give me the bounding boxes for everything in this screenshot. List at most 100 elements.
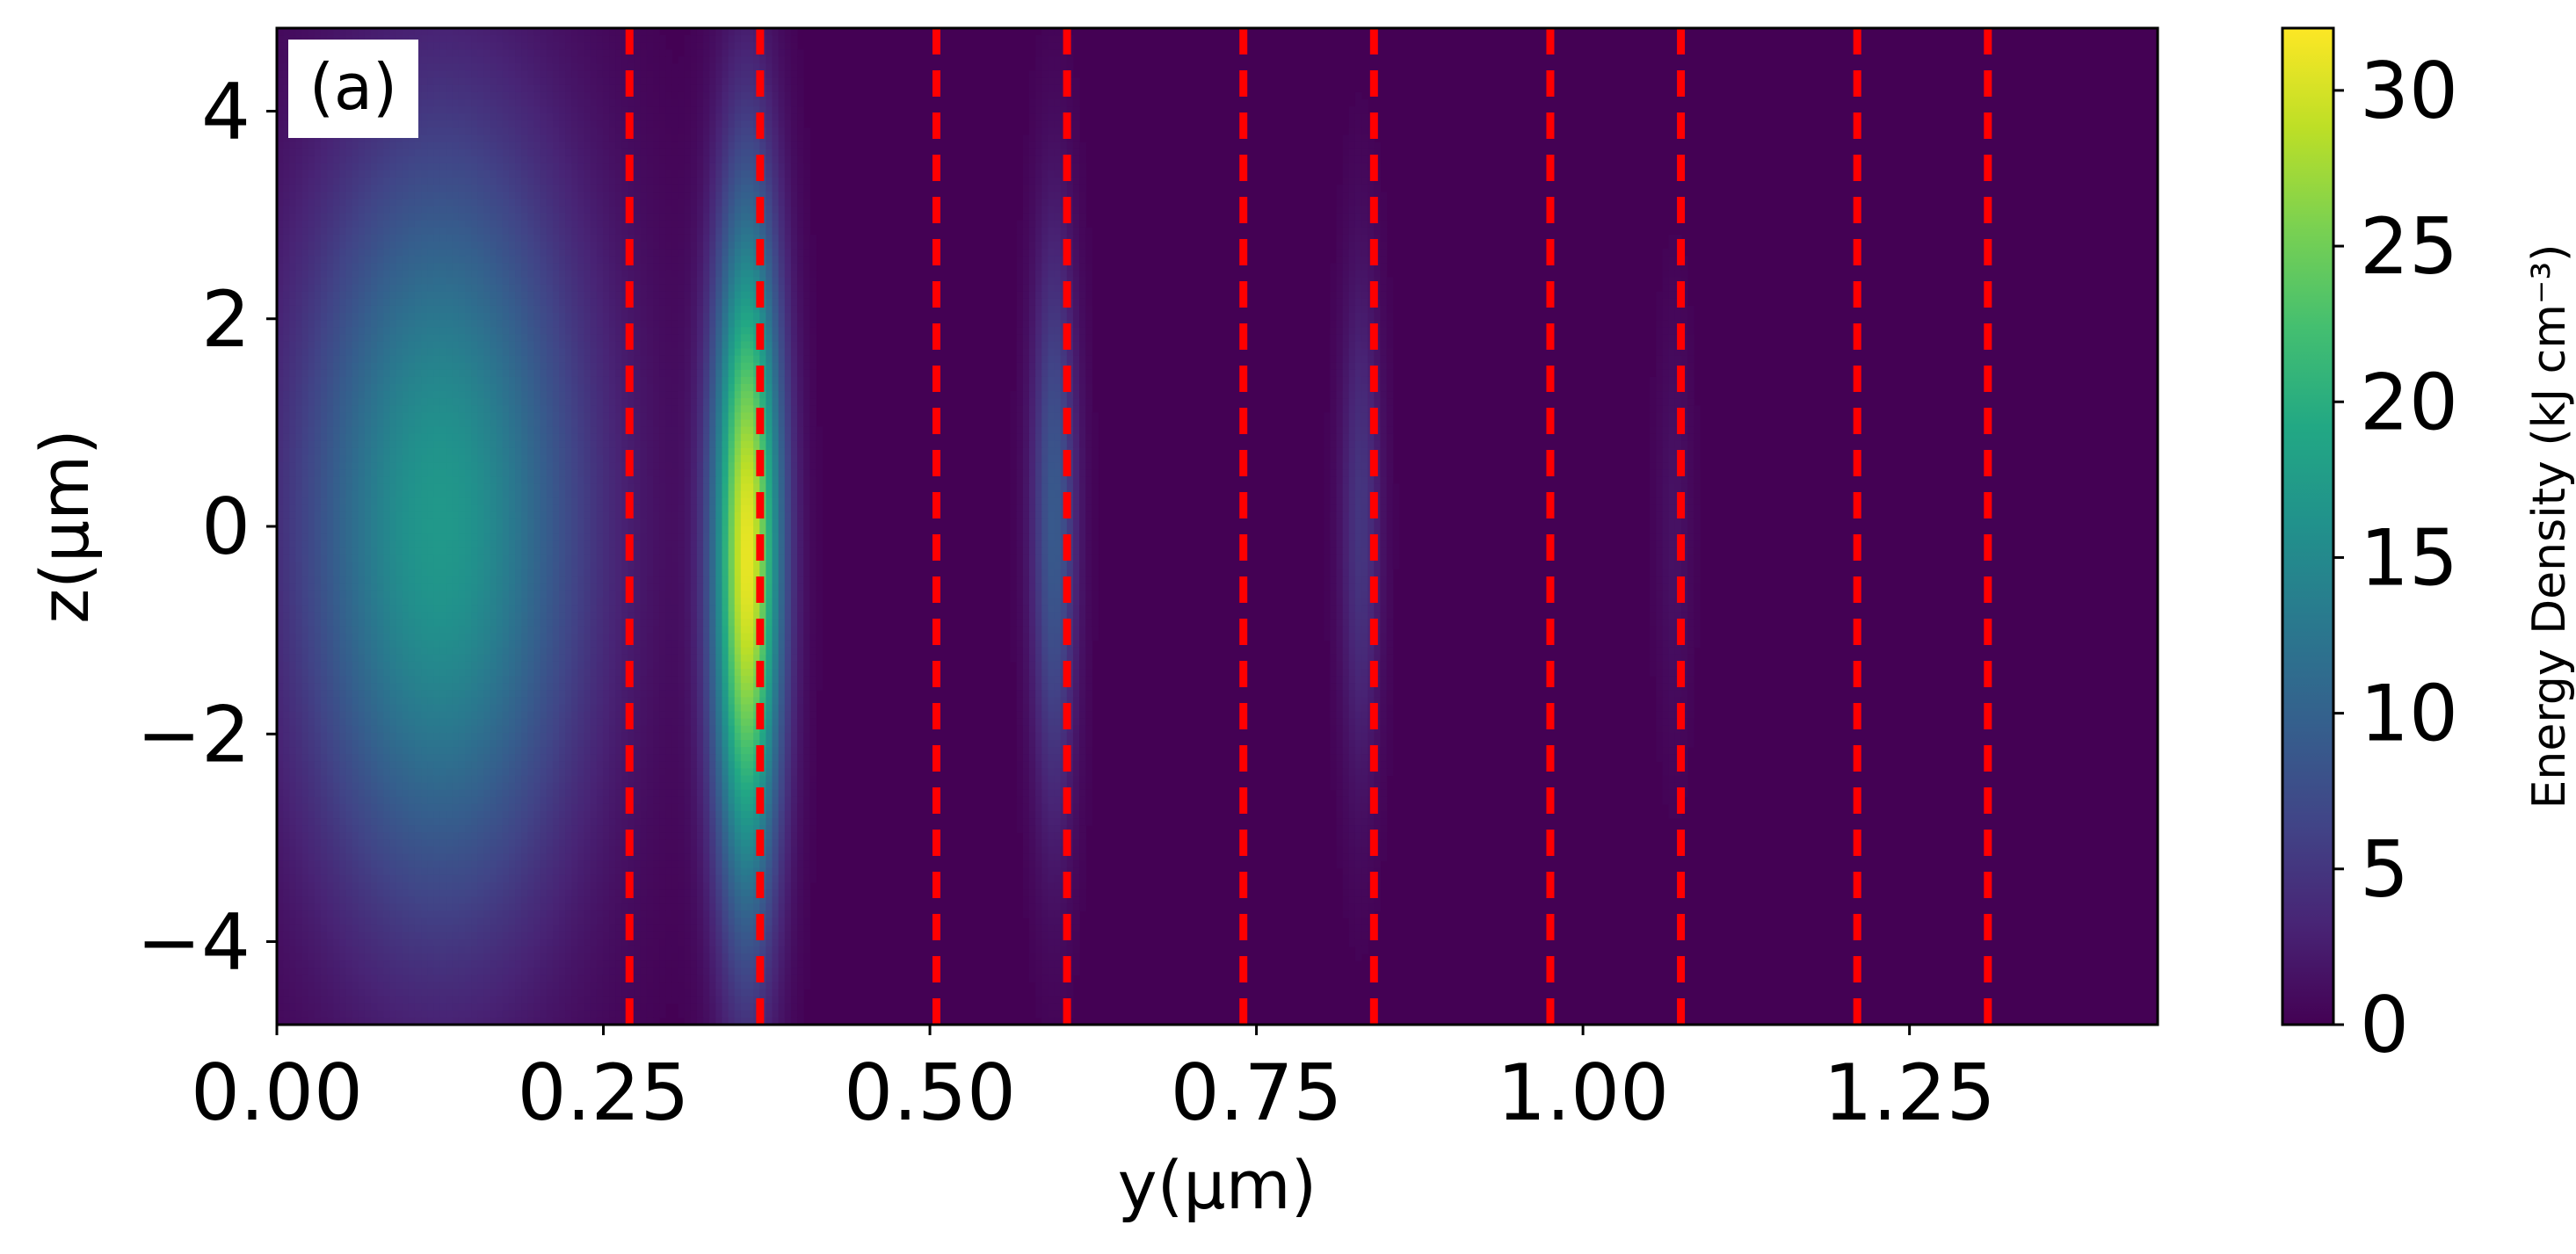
heatmap-cell: [402, 227, 410, 236]
heatmap-cell: [408, 284, 416, 293]
heatmap-cell: [308, 320, 316, 328]
heatmap-cell: [333, 284, 340, 293]
heatmap-cell: [327, 163, 334, 171]
heatmap-cell: [452, 263, 460, 271]
heatmap-cell: [433, 234, 441, 243]
heatmap-cell: [1361, 141, 1368, 150]
heatmap-cell: [722, 298, 729, 307]
heatmap-cell: [333, 227, 340, 236]
heatmap-cell: [671, 127, 679, 136]
heatmap-cell: [446, 77, 454, 86]
heatmap-cell: [1374, 192, 1382, 199]
heatmap-cell: [364, 242, 372, 250]
heatmap-cell: [452, 320, 460, 328]
heatmap-cell: [277, 206, 284, 214]
heatmap-cell: [1354, 270, 1362, 279]
heatmap-cell: [1336, 256, 1344, 264]
heatmap-cell: [402, 163, 410, 171]
heatmap-cell: [640, 348, 648, 357]
heatmap-cell: [1380, 355, 1388, 364]
heatmap-cell: [1361, 227, 1368, 236]
heatmap-cell: [634, 362, 642, 371]
heatmap-cell: [696, 42, 704, 50]
heatmap-cell: [797, 199, 804, 207]
heatmap-cell: [609, 227, 616, 236]
heatmap-cell: [1380, 213, 1388, 221]
heatmap-cell: [740, 99, 748, 107]
heatmap-cell: [565, 348, 572, 357]
heatmap-cell: [414, 156, 422, 164]
heatmap-cell: [414, 348, 422, 357]
heatmap-cell: [533, 199, 541, 207]
heatmap-cell: [1035, 227, 1042, 236]
heatmap-cell: [339, 249, 347, 257]
heatmap-cell: [546, 35, 554, 43]
heatmap-cell: [703, 199, 710, 207]
heatmap-cell: [301, 213, 309, 221]
heatmap-cell: [546, 70, 554, 79]
heatmap-cell: [728, 163, 736, 171]
heatmap-cell: [703, 327, 710, 335]
heatmap-cell: [364, 256, 372, 264]
heatmap-cell: [295, 256, 303, 264]
heatmap-cell: [1079, 141, 1086, 150]
heatmap-cell: [772, 84, 780, 93]
heatmap-cell: [421, 127, 428, 136]
heatmap-cell: [490, 355, 497, 364]
heatmap-cell: [508, 320, 516, 328]
heatmap-cell: [684, 249, 692, 257]
heatmap-cell: [628, 149, 635, 157]
heatmap-cell: [465, 113, 472, 121]
heatmap-cell: [395, 185, 403, 192]
heatmap-cell: [690, 291, 698, 300]
heatmap-cell: [1079, 362, 1086, 371]
heatmap-cell: [1072, 213, 1080, 221]
heatmap-cell: [377, 141, 384, 150]
heatmap-cell: [1066, 234, 1074, 243]
heatmap-cell: [577, 263, 585, 271]
heatmap-cell: [684, 77, 692, 86]
heatmap-cell: [646, 270, 654, 279]
heatmap-cell: [709, 348, 716, 357]
heatmap-cell: [446, 120, 454, 128]
heatmap-cell: [1072, 178, 1080, 185]
heatmap-cell: [327, 362, 334, 371]
heatmap-cell: [584, 227, 591, 236]
heatmap-cell: [301, 163, 309, 171]
heatmap-cell: [577, 113, 585, 121]
heatmap-cell: [590, 355, 598, 364]
heatmap-cell: [314, 178, 322, 185]
heatmap-cell: [540, 277, 548, 286]
heatmap-cell: [565, 341, 572, 350]
heatmap-cell: [1336, 199, 1344, 207]
heatmap-cell: [496, 35, 504, 43]
heatmap-cell: [427, 305, 434, 314]
heatmap-cell: [659, 277, 666, 286]
heatmap-cell: [772, 156, 780, 164]
heatmap-cell: [515, 35, 522, 43]
heatmap-cell: [1060, 106, 1068, 114]
heatmap-cell: [502, 178, 510, 185]
heatmap-cell: [671, 185, 679, 192]
heatmap-cell: [628, 227, 635, 236]
heatmap-cell: [653, 70, 660, 79]
heatmap-cell: [352, 249, 359, 257]
heatmap-cell: [377, 334, 384, 342]
heatmap-cell: [634, 256, 642, 264]
heatmap-cell: [659, 320, 666, 328]
heatmap-cell: [584, 77, 591, 86]
heatmap-cell: [590, 270, 598, 279]
heatmap-cell: [446, 362, 454, 371]
heatmap-cell: [734, 334, 742, 342]
heatmap-cell: [772, 127, 780, 136]
heatmap-cell: [515, 56, 522, 65]
heatmap-cell: [1029, 327, 1036, 335]
heatmap-cell: [602, 77, 610, 86]
heatmap-cell: [590, 127, 598, 136]
heatmap-cell: [471, 341, 478, 350]
heatmap-cell: [690, 91, 698, 100]
heatmap-cell: [797, 77, 804, 86]
heatmap-cell: [734, 348, 742, 357]
heatmap-cell: [345, 305, 353, 314]
heatmap-cell: [609, 156, 616, 164]
